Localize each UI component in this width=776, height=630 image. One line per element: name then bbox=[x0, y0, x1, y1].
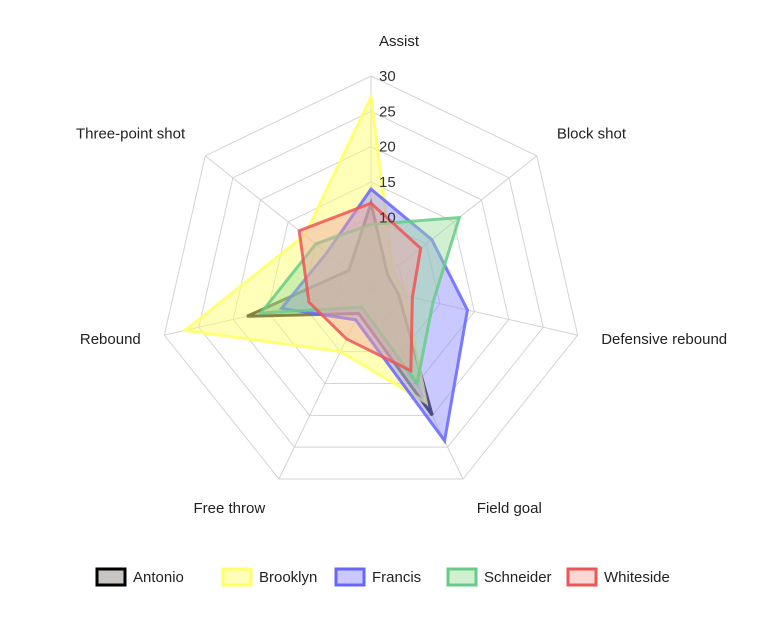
legend-swatch bbox=[95, 567, 127, 587]
axis-label: Assist bbox=[379, 33, 420, 50]
legend-swatch bbox=[334, 567, 366, 587]
series-layer bbox=[181, 91, 470, 445]
axis-label: Defensive rebound bbox=[601, 331, 727, 348]
legend-item: Antonio bbox=[95, 567, 184, 587]
axis-label: Three-point shot bbox=[76, 126, 186, 143]
legend-item: Francis bbox=[334, 567, 421, 587]
series-brooklyn bbox=[181, 91, 429, 406]
tick-label: 30 bbox=[379, 68, 396, 85]
legend-label: Schneider bbox=[484, 569, 552, 586]
series-schneider bbox=[257, 215, 462, 388]
legend-item: Schneider bbox=[446, 567, 552, 587]
legend-swatch bbox=[566, 567, 598, 587]
grid-ring bbox=[232, 146, 510, 416]
legend-swatch bbox=[221, 567, 253, 587]
legend-item: Whiteside bbox=[566, 567, 670, 587]
legend-item: Brooklyn bbox=[221, 567, 317, 587]
tick-label: 20 bbox=[379, 139, 396, 156]
axis-label: Rebound bbox=[80, 331, 141, 348]
tick-layer: 10 15 20 25 30 bbox=[379, 68, 396, 226]
legend-swatch bbox=[446, 567, 478, 587]
grid-ring bbox=[198, 110, 544, 448]
grid-ring bbox=[267, 181, 475, 385]
legend-label: Brooklyn bbox=[259, 569, 317, 586]
grid-ring bbox=[163, 75, 579, 480]
tick-label: 15 bbox=[379, 174, 396, 191]
axis-label: Field goal bbox=[477, 500, 542, 517]
axis-label: Free throw bbox=[194, 500, 266, 517]
series-whiteside bbox=[297, 201, 423, 374]
legend: Antonio Brooklyn Francis Schneider Whiteside bbox=[95, 567, 670, 587]
legend-label: Francis bbox=[372, 569, 421, 586]
tick-label: 10 bbox=[379, 209, 396, 226]
legend-label: Whiteside bbox=[604, 569, 670, 586]
axis-label: Block shot bbox=[557, 126, 627, 143]
axis-spoke bbox=[370, 155, 538, 289]
tick-label: 25 bbox=[379, 103, 396, 120]
legend-label: Antonio bbox=[133, 569, 184, 586]
axis-label-layer: Assist Block shot Defensive rebound Field g… bbox=[76, 33, 727, 517]
axis-spoke bbox=[204, 155, 372, 289]
